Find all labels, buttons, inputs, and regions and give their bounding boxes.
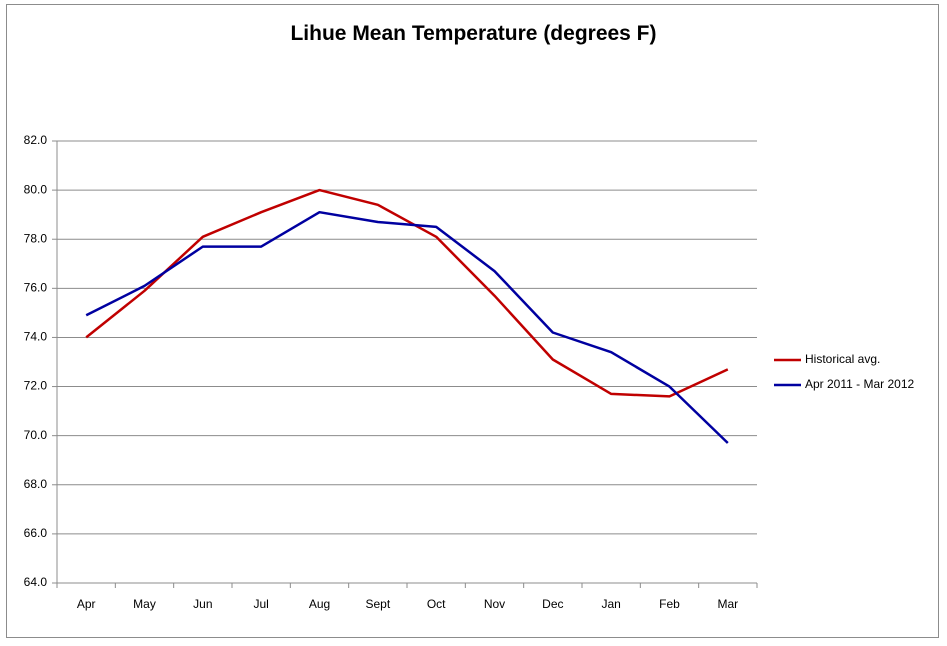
chart-frame <box>6 4 939 638</box>
chart-title: Lihue Mean Temperature (degrees F) <box>290 22 657 45</box>
series-lines <box>85 188 729 444</box>
y-tick-label: 76.0 <box>24 281 48 295</box>
y-tick-label: 78.0 <box>24 231 48 245</box>
x-tick-label: Jun <box>193 597 212 611</box>
y-tick-label: 64.0 <box>24 575 48 589</box>
x-tick-label: Jul <box>253 597 268 611</box>
axes <box>52 140 758 588</box>
x-tick-label: Mar <box>717 597 738 611</box>
x-axis-ticks: Apr May Jun Jul Aug Sept Oct Nov Dec Jan Feb Mar <box>77 597 738 611</box>
x-tick-label: Apr <box>77 597 96 611</box>
x-tick-label: Dec <box>542 597 563 611</box>
x-tick-label: Jan <box>601 597 620 611</box>
y-tick-label: 80.0 <box>24 182 48 196</box>
legend-label: Historical avg. <box>805 352 880 366</box>
y-tick-label: 68.0 <box>24 477 48 491</box>
y-tick-label: 70.0 <box>24 428 48 442</box>
x-tick-label: Oct <box>427 597 446 611</box>
y-tick-label: 66.0 <box>24 526 48 540</box>
series-line <box>85 210 729 444</box>
y-axis-ticks: 64.0 66.0 68.0 70.0 72.0 74.0 76.0 78.0 80.0 82.0 <box>24 133 48 589</box>
y-tick-label: 72.0 <box>24 379 48 393</box>
y-tick-label: 74.0 <box>24 330 48 344</box>
x-tick-label: Sept <box>365 597 390 611</box>
x-tick-label: Aug <box>309 597 330 611</box>
legend: Historical avg. Apr 2011 - Mar 2012 <box>774 352 914 391</box>
x-tick-label: Feb <box>659 597 680 611</box>
y-tick-label: 82.0 <box>24 133 48 147</box>
gridlines <box>57 140 757 584</box>
legend-label: Apr 2011 - Mar 2012 <box>805 377 914 391</box>
series-line <box>85 188 729 398</box>
x-tick-label: May <box>133 597 156 611</box>
x-tick-label: Nov <box>484 597 505 611</box>
